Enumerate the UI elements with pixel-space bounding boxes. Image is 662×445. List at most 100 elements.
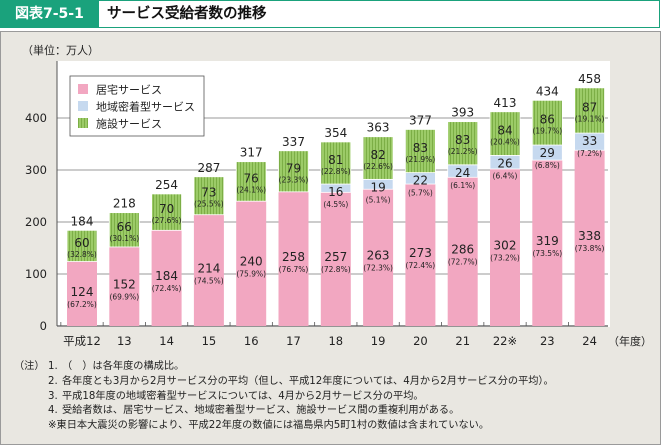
data-label-total: 363 xyxy=(367,121,390,135)
x-axis-unit-label: （年度） xyxy=(608,334,652,348)
data-label-home-share: (73.5%) xyxy=(532,249,562,258)
data-label-facility-share: (27.6%) xyxy=(152,216,182,225)
bar-facility-service xyxy=(574,87,605,134)
data-label-facility-value: 86 xyxy=(540,113,555,127)
data-label-home-share: (72.4%) xyxy=(406,261,436,270)
data-label-community-value: 29 xyxy=(540,146,555,160)
note-row-1: （注） 1. （ ）は各年度の構成比。 xyxy=(14,360,554,375)
data-label-facility-share: (30.1%) xyxy=(109,234,139,243)
data-label-home-value: 240 xyxy=(240,255,263,269)
data-label-total: 317 xyxy=(240,146,263,160)
data-label-home-share: (72.7%) xyxy=(448,258,478,267)
data-label-community-value: 24 xyxy=(455,166,470,180)
x-tick-label: 13 xyxy=(117,334,132,348)
data-label-facility-share: (22.8%) xyxy=(321,167,351,176)
data-label-facility-share: (25.5%) xyxy=(194,200,224,209)
note-row-2: 2. 各年度とも3月から2月サービス分の平均（但し、平成12年度については、4月か… xyxy=(14,375,554,390)
bar-facility-service xyxy=(151,193,183,231)
x-tick-label: 18 xyxy=(328,334,343,348)
data-label-total: 254 xyxy=(155,178,178,192)
data-label-total: 377 xyxy=(409,113,432,127)
data-label-facility-value: 73 xyxy=(201,186,216,200)
y-tick-label: 100 xyxy=(25,267,47,281)
legend-swatch xyxy=(78,84,88,94)
data-label-home-value: 184 xyxy=(155,269,178,283)
data-label-community-share: (6.1%) xyxy=(450,181,475,190)
data-label-total: 184 xyxy=(71,214,94,228)
bar-facility-service xyxy=(235,161,267,202)
bar-home-service xyxy=(236,201,267,326)
data-label-home-share: (72.8%) xyxy=(321,265,351,274)
legend-swatch xyxy=(78,118,88,128)
x-tick-label: 20 xyxy=(413,334,428,348)
bar-home-service xyxy=(193,214,224,326)
data-label-facility-value: 76 xyxy=(244,171,259,185)
bar-home-service xyxy=(490,168,520,326)
legend-label: 施設サービス xyxy=(96,117,162,131)
figure-number: 図表7-5-1 xyxy=(1,1,99,27)
data-label-home-share: (73.8%) xyxy=(575,244,605,253)
y-tick-label: 400 xyxy=(25,111,47,125)
data-label-home-share: (75.9%) xyxy=(236,270,266,279)
footnote: ※東日本大震災の影響により、平成22年度の数値には福島県内5町1村の数値は含まれ… xyxy=(14,419,554,434)
note-text: （ ）は各年度の構成比。 xyxy=(62,361,185,372)
note-number: 2. xyxy=(48,375,58,387)
bar-home-service xyxy=(532,160,563,326)
figure-title: サービス受給者数の推移 xyxy=(107,6,267,22)
data-label-facility-value: 79 xyxy=(286,161,301,175)
data-label-home-share: (74.5%) xyxy=(194,276,224,285)
x-tick-label: 22※ xyxy=(493,334,517,348)
data-label-facility-share: (24.1%) xyxy=(236,185,266,194)
bar-facility-service xyxy=(489,111,521,156)
data-label-home-value: 258 xyxy=(282,250,305,264)
data-label-community-value: 33 xyxy=(582,134,597,148)
data-label-total: 413 xyxy=(494,96,517,110)
x-tick-label: 19 xyxy=(371,334,386,348)
data-label-home-share: (72.4%) xyxy=(152,284,182,293)
data-label-community-value: 26 xyxy=(497,156,512,170)
note-text: 平成18年度の地域密着型サービスについては、4月から2月サービス分の平均。 xyxy=(62,390,424,402)
bar-facility-service xyxy=(193,176,225,216)
data-labels: 124(67.2%) 60(32.8%) 184 152(69.9%) 66(30.1%… xyxy=(67,72,604,309)
data-label-home-share: (73.2%) xyxy=(490,253,520,262)
note-row-3: 3. 平成18年度の地域密着型サービスについては、4月から2月サービス分の平均。 xyxy=(14,390,554,405)
data-label-facility-share: (19.7%) xyxy=(532,127,562,136)
bar-home-service xyxy=(574,150,605,326)
y-tick-label: 300 xyxy=(25,163,47,177)
x-tick-label: 21 xyxy=(455,334,470,348)
figure-header: 図表7-5-1 サービス受給者数の推移 xyxy=(0,0,660,28)
bar-facility-service xyxy=(320,141,352,185)
data-label-facility-value: 81 xyxy=(328,153,343,167)
data-label-community-share: (6.4%) xyxy=(493,171,518,180)
legend-label: 地域密着型サービス xyxy=(96,100,195,114)
bar-facility-service xyxy=(108,212,140,248)
data-label-community-value: 22 xyxy=(413,174,428,188)
x-tick-label: 平成12 xyxy=(63,334,101,348)
x-tick-label: 14 xyxy=(159,334,174,348)
data-label-facility-share: (21.9%) xyxy=(406,155,436,164)
x-tick-label: 15 xyxy=(202,334,217,348)
data-label-home-value: 273 xyxy=(409,246,432,260)
data-label-community-value: 19 xyxy=(370,180,385,194)
bar-home-service xyxy=(151,230,182,326)
legend-label: 居宅サービス xyxy=(96,83,162,97)
data-label-facility-value: 82 xyxy=(370,148,385,162)
data-label-total: 458 xyxy=(578,72,601,86)
data-label-total: 434 xyxy=(536,84,559,98)
data-label-home-value: 124 xyxy=(71,285,94,299)
legend-box xyxy=(69,75,205,137)
data-label-community-share: (6.8%) xyxy=(535,161,560,170)
footnote-text: ※東日本大震災の影響により、平成22年度の数値には福島県内5町1村の数値は含まれ… xyxy=(48,420,490,432)
bar-home-service xyxy=(109,246,140,326)
data-label-home-share: (67.2%) xyxy=(67,300,97,309)
x-tick-label: 24 xyxy=(582,334,597,348)
note-number: 3. xyxy=(48,390,58,402)
y-tick-label: 200 xyxy=(25,215,47,229)
note-text: 受給者数は、居宅サービス、地域密着型サービス、施設サービス間の重複利用がある。 xyxy=(62,405,460,417)
legend-swatch xyxy=(78,101,88,111)
unit-label: （単位：万人） xyxy=(22,44,99,57)
bar-home-service xyxy=(67,261,97,326)
data-label-community-share: (5.7%) xyxy=(408,189,433,198)
bar-facility-service xyxy=(531,99,563,146)
